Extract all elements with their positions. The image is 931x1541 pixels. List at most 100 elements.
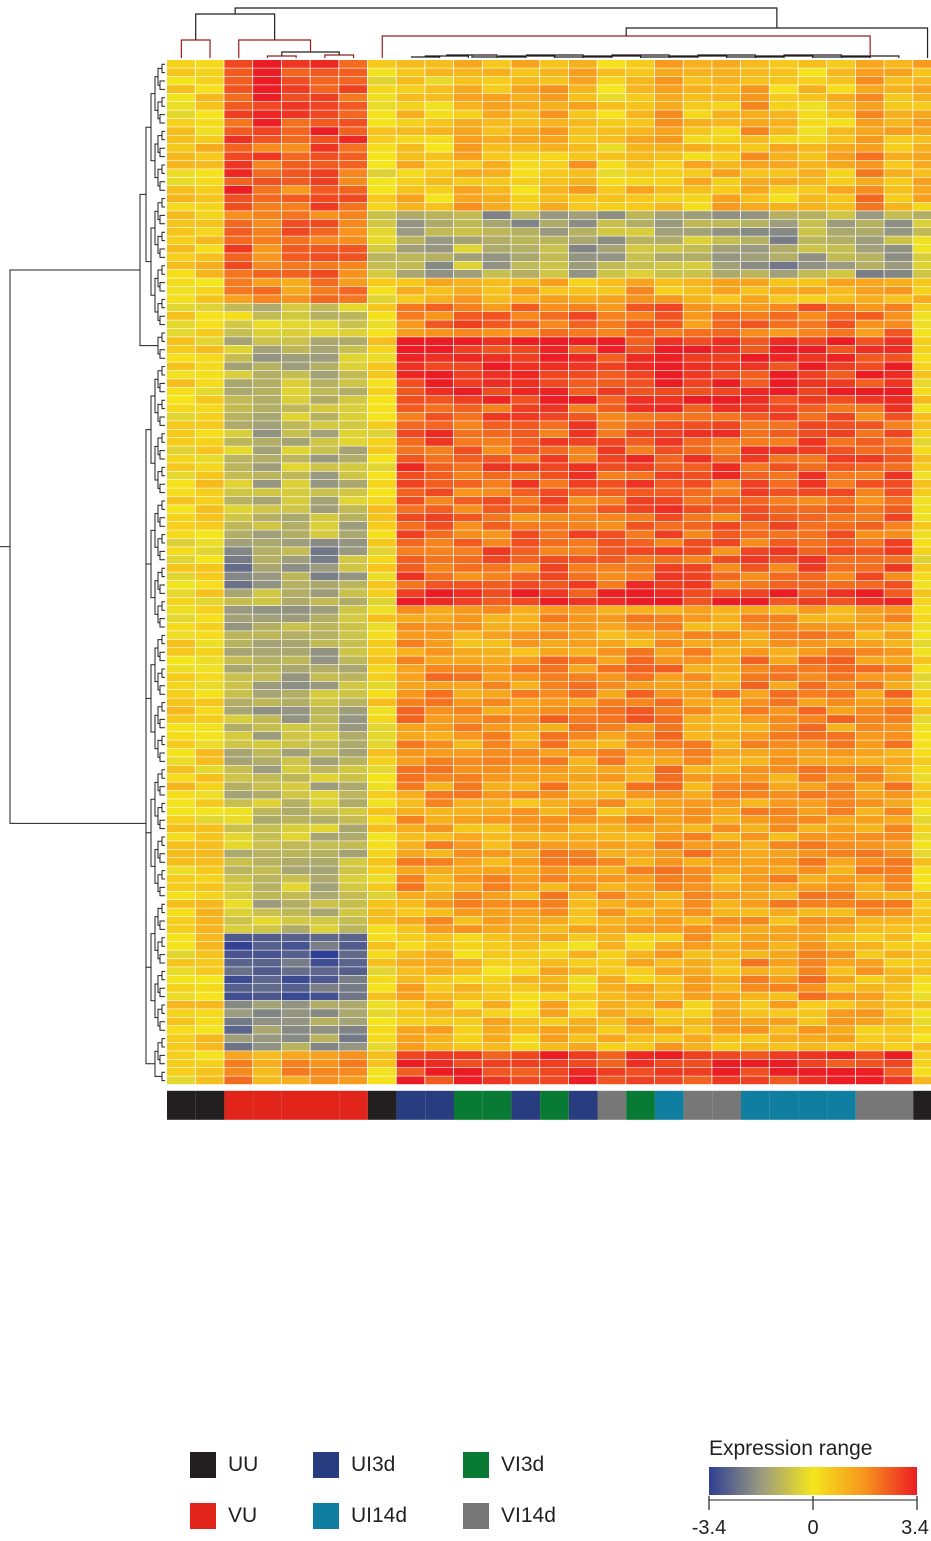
heatmap-cell xyxy=(798,446,827,455)
heatmap-cell xyxy=(396,412,425,421)
heatmap-cell xyxy=(367,900,396,908)
heatmap-cell xyxy=(913,555,931,564)
heatmap-cell xyxy=(683,169,712,177)
heatmap-cell xyxy=(339,782,368,791)
heatmap-cell xyxy=(827,354,855,362)
heatmap-cell xyxy=(913,765,931,774)
heatmap-cell xyxy=(654,118,683,127)
heatmap-cell xyxy=(884,295,913,303)
heatmap-cell xyxy=(454,1009,482,1017)
heatmap-cell xyxy=(396,572,425,581)
heatmap-cell xyxy=(913,530,931,539)
heatmap-cell xyxy=(482,597,511,606)
heatmap-cell xyxy=(884,580,913,589)
heatmap-cell xyxy=(511,362,540,371)
heatmap-cell xyxy=(884,799,913,807)
heatmap-cell xyxy=(712,387,741,396)
heatmap-cell xyxy=(683,723,712,732)
heatmap-cell xyxy=(741,312,769,320)
heatmap-cell xyxy=(712,244,741,253)
heatmap-cell xyxy=(769,202,798,211)
heatmap-cell xyxy=(568,295,597,303)
heatmap-cell xyxy=(769,102,798,110)
heatmap-cell xyxy=(741,387,769,396)
heatmap-cell xyxy=(683,799,712,807)
heatmap-cell xyxy=(683,1026,712,1034)
heatmap-cell xyxy=(540,60,568,68)
heatmap-cell xyxy=(626,916,655,925)
heatmap-cell xyxy=(855,841,884,849)
heatmap-cell xyxy=(367,194,396,203)
heatmap-cell xyxy=(396,580,425,589)
heatmap-cell xyxy=(626,370,655,379)
heatmap-cell xyxy=(540,488,568,497)
heatmap-cell xyxy=(425,916,454,925)
heatmap-cell xyxy=(798,580,827,589)
heatmap-cell xyxy=(195,345,224,354)
heatmap-cell xyxy=(568,832,597,841)
heatmap-cell xyxy=(712,68,741,77)
heatmap-cell xyxy=(454,505,482,513)
heatmap-cell xyxy=(339,60,368,68)
heatmap-cell xyxy=(339,614,368,623)
heatmap-cell xyxy=(884,186,913,194)
heatmap-cell xyxy=(310,1000,339,1009)
heatmap-cell xyxy=(224,900,253,908)
heatmap-cell xyxy=(597,832,626,841)
heatmap-cell xyxy=(884,127,913,135)
heatmap-cell xyxy=(195,480,224,488)
heatmap-cell xyxy=(540,110,568,119)
heatmap-cell xyxy=(367,706,396,715)
heatmap-cell xyxy=(855,858,884,866)
heatmap-cell xyxy=(741,673,769,681)
heatmap-cell xyxy=(741,102,769,110)
heatmap-cell xyxy=(454,648,482,656)
heatmap-cell xyxy=(913,253,931,261)
heatmap-cell xyxy=(712,236,741,245)
heatmap-cell xyxy=(913,421,931,429)
heatmap-cell xyxy=(884,404,913,413)
heatmap-cell xyxy=(482,312,511,320)
heatmap-cell xyxy=(482,496,511,505)
heatmap-cell xyxy=(281,958,310,967)
heatmap-cell xyxy=(597,841,626,849)
heatmap-cell xyxy=(913,933,931,942)
heatmap-cell xyxy=(482,1034,511,1043)
heatmap-cell xyxy=(482,606,511,614)
heatmap-cell xyxy=(827,933,855,942)
heatmap-cell xyxy=(798,412,827,421)
legend-label: VU xyxy=(228,1504,258,1527)
heatmap-cell xyxy=(367,421,396,429)
heatmap-cell xyxy=(281,715,310,723)
heatmap-cell xyxy=(540,572,568,581)
heatmap-cell xyxy=(855,320,884,329)
heatmap-cell xyxy=(425,102,454,110)
heatmap-cell xyxy=(654,454,683,463)
heatmap-cell xyxy=(568,480,597,488)
heatmap-cell xyxy=(253,354,281,362)
heatmap-cell xyxy=(855,211,884,219)
heatmap-cell xyxy=(626,278,655,287)
heatmap-cell xyxy=(425,60,454,68)
heatmap-cell xyxy=(167,135,195,144)
heatmap-cell xyxy=(712,379,741,387)
heatmap-cell xyxy=(540,438,568,446)
heatmap-cell xyxy=(253,387,281,396)
heatmap-cell xyxy=(253,278,281,287)
heatmap-cell xyxy=(482,530,511,539)
heatmap-cell xyxy=(798,177,827,186)
heatmap-cell xyxy=(425,866,454,875)
heatmap-cell xyxy=(281,244,310,253)
heatmap-cell xyxy=(741,404,769,413)
heatmap-cell xyxy=(253,883,281,891)
heatmap-cell xyxy=(884,1051,913,1059)
heatmap-cell xyxy=(913,673,931,681)
heatmap-cell xyxy=(281,891,310,900)
heatmap-cell xyxy=(827,412,855,421)
heatmap-cell xyxy=(195,522,224,530)
heatmap-cell xyxy=(769,1026,798,1034)
heatmap-cell xyxy=(253,967,281,975)
heatmap-cell xyxy=(253,723,281,732)
heatmap-cell xyxy=(540,891,568,900)
heatmap-cell xyxy=(798,555,827,564)
